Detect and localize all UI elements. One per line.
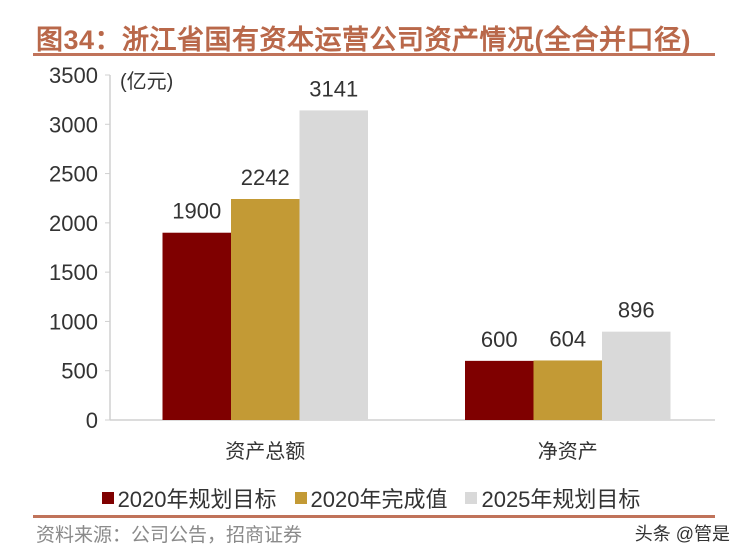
data-label: 3141	[309, 76, 358, 101]
legend-label: 2025年规划目标	[481, 487, 641, 512]
data-label: 604	[549, 326, 586, 351]
legend-label: 2020年规划目标	[117, 487, 277, 512]
y-tick-label: 1000	[49, 309, 98, 334]
category-label: 资产总额	[225, 439, 305, 463]
legend-swatch	[101, 492, 114, 504]
y-tick-label: 2500	[49, 162, 98, 187]
bar	[465, 360, 534, 420]
data-label: 1900	[172, 199, 221, 224]
legend-item: 2020年完成值	[294, 482, 448, 514]
chart-title: 图34：浙江省国有资本运营公司资产情况(全合并口径)	[36, 25, 692, 55]
bar	[299, 110, 368, 420]
bar	[602, 331, 671, 420]
y-tick-label: 3000	[49, 112, 98, 137]
legend-swatch	[465, 492, 478, 504]
y-tick-label: 0	[86, 408, 98, 433]
legend-item: 2020年规划目标	[101, 482, 277, 514]
data-label: 600	[481, 327, 518, 352]
legend-item: 2025年规划目标	[465, 482, 640, 514]
y-tick-label: 2000	[49, 211, 98, 236]
bar	[533, 360, 602, 420]
bar-chart: 0 500 1000 1500 2000 2500 3000 3500 (亿元) 1900 2242…	[49, 63, 715, 463]
unit-label: (亿元)	[120, 70, 173, 93]
bar	[162, 232, 231, 420]
legend-swatch	[294, 492, 307, 504]
legend-label: 2020年完成值	[310, 487, 448, 512]
y-tick-label: 500	[61, 359, 98, 384]
bar	[231, 199, 300, 420]
y-tick-label: 3500	[49, 63, 98, 88]
category-label: 净资产	[538, 439, 598, 463]
y-tick-label: 1500	[49, 260, 98, 285]
watermark: 头条 @管是	[634, 524, 730, 544]
legend: 2020年规划目标 2020年完成值 2025年规划目标	[0, 482, 742, 514]
footer-divider	[33, 515, 715, 518]
source-note: 资料来源：公司公告，招商证券	[36, 525, 303, 546]
data-label: 896	[618, 298, 655, 323]
title-divider	[33, 53, 715, 56]
data-label: 2242	[241, 165, 290, 190]
